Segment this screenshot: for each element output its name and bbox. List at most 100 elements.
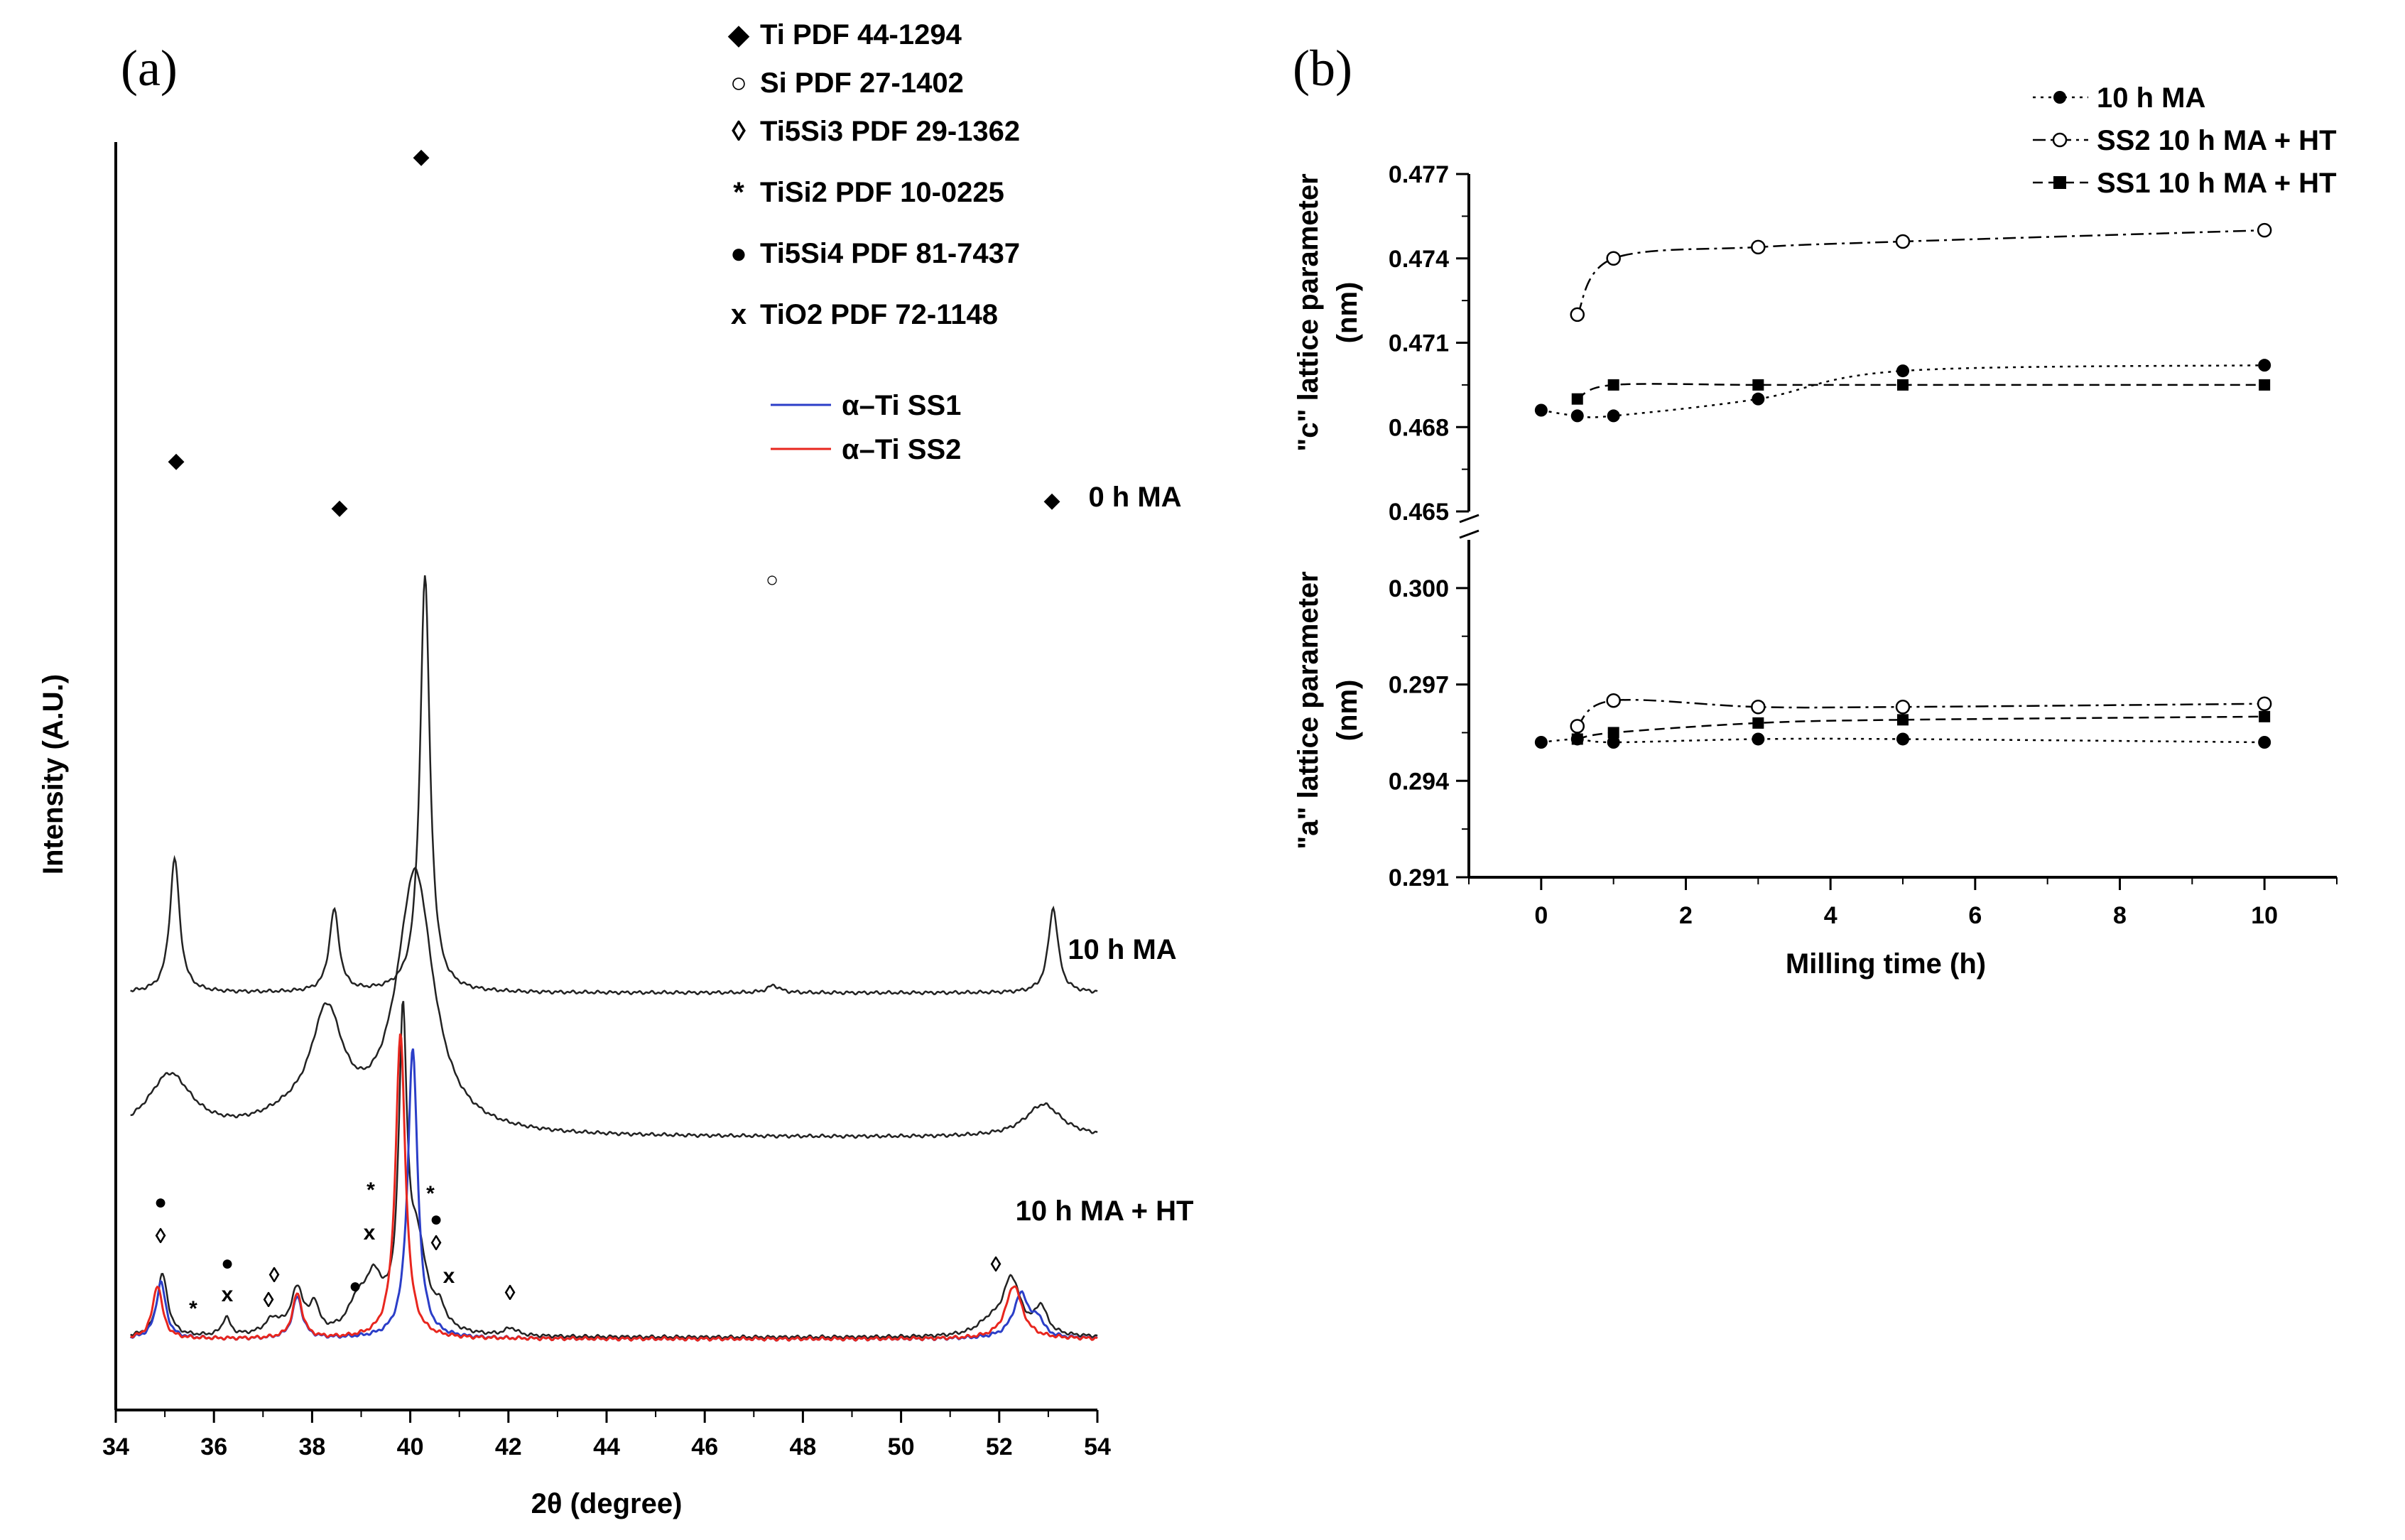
c-point-ss1-10-h-ma-ht (2259, 379, 2271, 391)
a-point-10-h-ma (1607, 736, 1620, 749)
panel-b-legend: 10 h MA SS2 10 h MA + HT SS1 10 h MA + H… (2033, 82, 2337, 199)
x-tick-label: 34 (102, 1433, 129, 1460)
y-tick-label: 0.477 (1389, 161, 1449, 188)
axis-break (1459, 529, 1480, 539)
phase-legend: ◆ Ti PDF 44-1294 ○ Si PDF 27-1402 ◊ Ti5S… (728, 19, 1021, 465)
a-point-ss2-10-h-ma-ht (1895, 699, 1911, 715)
marker-tisi2-icon: * (189, 1297, 197, 1321)
marker-ti5si3-icon: ◊ (991, 1253, 1001, 1276)
a-point-10-h-ma (1752, 732, 1765, 746)
marker-ti5si3-icon: ◊ (269, 1264, 280, 1287)
y-tick-label: 0.471 (1389, 330, 1449, 357)
diamond-open-icon: ◊ (732, 116, 746, 147)
legend-ss2: α–Ti SS2 (771, 434, 961, 465)
legend-ss1-label: SS1 10 h MA + HT (2097, 168, 2337, 199)
marker-ti5si3-icon: ◊ (264, 1289, 274, 1312)
curve-label-10h-ht: 10 h MA + HT (1016, 1195, 1194, 1227)
y-tick-label: 0.300 (1389, 575, 1449, 602)
panel-b-ticks: 0 2 4 6 8 10 0.465 0.468 0.471 0.474 0.477 0.291 0.2… (1389, 161, 2338, 929)
a-point-10-h-ma (1534, 736, 1548, 749)
y-tick-label: 0.465 (1389, 499, 1449, 526)
a-point-ss1-10-h-ma-ht (1897, 714, 1909, 726)
marker-si-icon: ○ (766, 568, 778, 592)
panel-b-c-y-unit: (nm) (1332, 282, 1363, 344)
panel-b-label: (b) (1293, 40, 1352, 97)
legend-tio2: x TiO2 PDF 72-1148 (731, 299, 998, 330)
panel-a-curves (130, 575, 1098, 1342)
a-label-mid: lattice parameter (1293, 571, 1324, 806)
c-point-ss2-10-h-ma-ht (1895, 234, 1911, 249)
marker-tisi2-icon: * (367, 1178, 375, 1202)
xrd-curve-10-h-ma (130, 867, 1098, 1139)
y-tick-label: 0.294 (1389, 768, 1449, 795)
open-circle-icon: ○ (730, 67, 747, 99)
asterisk-icon: * (733, 177, 744, 208)
c-point-ss2-10-h-ma-ht (1570, 307, 1585, 322)
x-tick-label: 44 (593, 1433, 620, 1460)
legend-ss1-label: α–Ti SS1 (842, 390, 961, 421)
x-tick-label: 0 (1534, 902, 1548, 929)
a-point-10-h-ma (1896, 732, 1909, 746)
c-point-ss2-10-h-ma-ht (2257, 222, 2272, 238)
y-tick-label: 0.297 (1389, 672, 1449, 699)
open-circle-icon (2052, 132, 2068, 148)
axis-break (1459, 514, 1480, 524)
panel-a-x-label: 2θ (degree) (531, 1488, 683, 1519)
marker-ti5si4-icon: ● (430, 1208, 443, 1231)
y-tick-label: 0.468 (1389, 414, 1449, 441)
legend-tisi2: * TiSi2 PDF 10-0225 (733, 177, 1004, 208)
a-point-ss2-10-h-ma-ht (1751, 699, 1766, 715)
a-label-prefix: "a" (1293, 807, 1324, 850)
marker-ti-icon: ◆ (1043, 489, 1060, 512)
marker-ti-icon: ◆ (413, 145, 429, 168)
marker-ti5si3-icon: ◊ (431, 1232, 442, 1255)
marker-tio2-icon: x (222, 1283, 234, 1306)
x-tick-label: 54 (1084, 1433, 1111, 1460)
legend-ti5si3-label: Ti5Si3 PDF 29-1362 (760, 116, 1020, 147)
c-label-prefix: "c" (1293, 409, 1324, 452)
xrd-curve-10-h-ma-ht (130, 1001, 1098, 1340)
x-tick-label: 52 (986, 1433, 1013, 1460)
marker-ti-icon: ◆ (331, 496, 347, 519)
filled-circle-icon (2053, 91, 2066, 104)
c-point-ss2-10-h-ma-ht (1751, 239, 1766, 255)
x-tick-label: 40 (397, 1433, 424, 1460)
marker-ti-icon: ◆ (168, 449, 184, 472)
legend-ti: ◆ Ti PDF 44-1294 (728, 19, 962, 50)
xrd-curve-0-h-ma (130, 575, 1098, 996)
x-tick-label: 42 (495, 1433, 522, 1460)
x-tick-label: 2 (1679, 902, 1693, 929)
xrd-curve-ti-ss2 (130, 1033, 1098, 1342)
y-tick-label: 0.474 (1389, 246, 1449, 273)
legend-tio2-label: TiO2 PDF 72-1148 (760, 299, 998, 330)
panel-b-c-y-label: "c" lattice parameter (1293, 173, 1324, 451)
c-point-10-h-ma (1752, 392, 1765, 406)
panel-b-a-y-unit: (nm) (1332, 680, 1363, 742)
x-tick-label: 10 (2251, 902, 2278, 929)
diamond-filled-icon: ◆ (728, 19, 750, 50)
c-line-ss2-10-h-ma-ht (1576, 229, 2265, 315)
a-point-ss2-10-h-ma-ht (1606, 693, 1621, 708)
legend-si-label: Si PDF 27-1402 (760, 67, 964, 99)
x-tick-label: 4 (1824, 902, 1837, 929)
a-point-ss1-10-h-ma-ht (1752, 717, 1764, 729)
a-line-ss1-10-h-ma-ht (1577, 715, 2265, 740)
marker-ti5si3-icon: ◊ (156, 1225, 166, 1248)
x-tick-label: 48 (789, 1433, 816, 1460)
legend-ti5si4: ● Ti5Si4 PDF 81-7437 (730, 238, 1020, 269)
a-point-ss1-10-h-ma-ht (1571, 733, 1583, 745)
x-tick-label: 6 (1968, 902, 1982, 929)
marker-ti5si4-icon: ● (349, 1274, 362, 1298)
a-point-10-h-ma (2258, 736, 2271, 749)
filled-square-icon (2053, 176, 2066, 189)
c-point-ss1-10-h-ma-ht (1607, 379, 1619, 391)
peak-markers: ◆ ◆ ◆ ◆ ○ ● ◊ * ● x ◊ ◊ ● * x * ● ◊ x ◊ … (154, 145, 1060, 1321)
c-point-10-h-ma (1896, 364, 1909, 378)
a-line-10-h-ma (1541, 737, 2265, 744)
panel-a-y-label: Intensity (A.U.) (38, 674, 69, 874)
marker-tio2-icon: x (443, 1264, 455, 1288)
c-point-ss2-10-h-ma-ht (1606, 251, 1621, 266)
legend-ti-label: Ti PDF 44-1294 (760, 19, 962, 50)
panel-b: (b) 0 2 4 6 8 10 0.465 0.468 0.471 0.474 0.477 0.29… (1293, 40, 2338, 980)
